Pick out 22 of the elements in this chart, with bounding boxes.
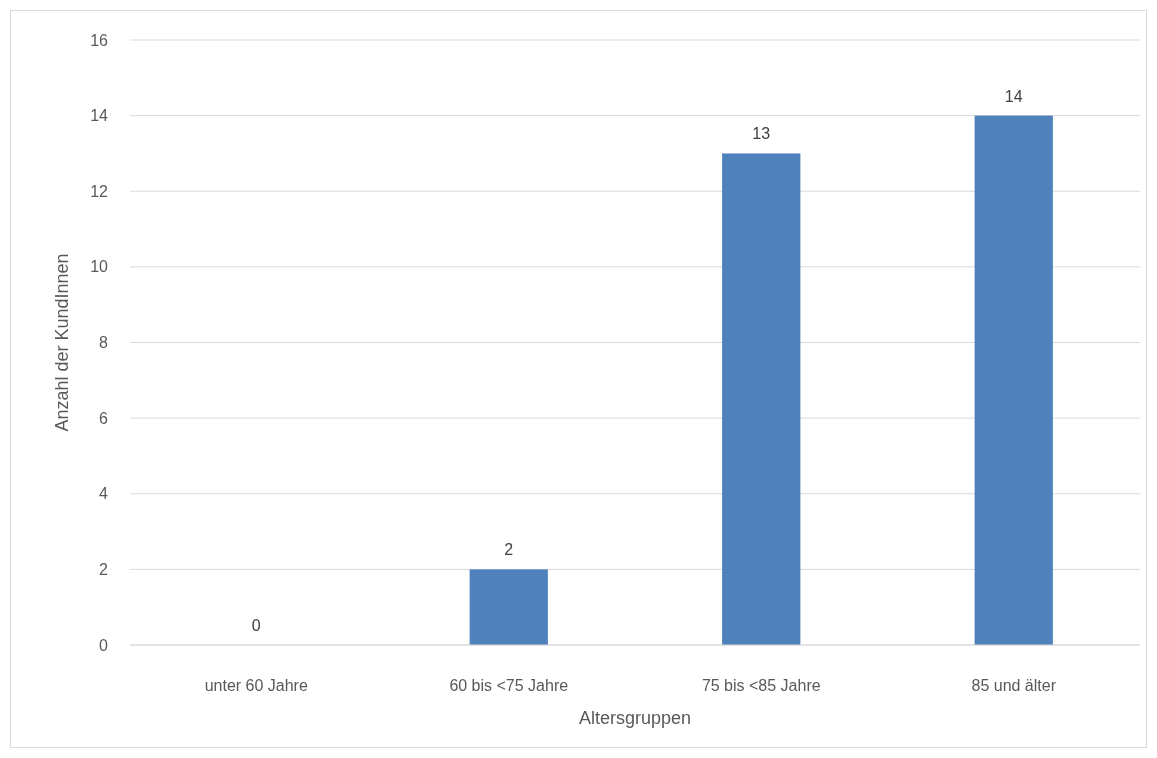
x-tick-label: 85 und älter: [971, 677, 1057, 694]
bar: [722, 153, 801, 645]
x-tick-label: unter 60 Jahre: [204, 677, 308, 694]
y-axis-title: Anzahl der KundInnen: [52, 253, 72, 432]
bar: [469, 569, 548, 645]
x-axis-title: Altersgruppen: [578, 708, 692, 728]
x-tick-label: 75 bis <85 Jahre: [701, 677, 821, 694]
x-tick-label: 60 bis <75 Jahre: [449, 677, 569, 694]
y-tick-label: 4: [99, 485, 109, 503]
data-label: 0: [251, 617, 261, 634]
y-tick-label: 8: [99, 334, 109, 352]
data-label: 13: [752, 125, 771, 143]
y-tick-label: 2: [99, 560, 109, 578]
y-tick-label: 16: [90, 31, 109, 49]
y-tick-label: 12: [90, 182, 109, 200]
data-label: 2: [504, 541, 514, 559]
y-tick-label: 14: [90, 107, 109, 125]
data-label: 14: [1004, 87, 1023, 105]
y-tick-label: 10: [90, 258, 109, 276]
bar: [974, 115, 1053, 645]
y-tick-label: 6: [99, 409, 109, 427]
y-tick-label: 0: [99, 636, 109, 654]
